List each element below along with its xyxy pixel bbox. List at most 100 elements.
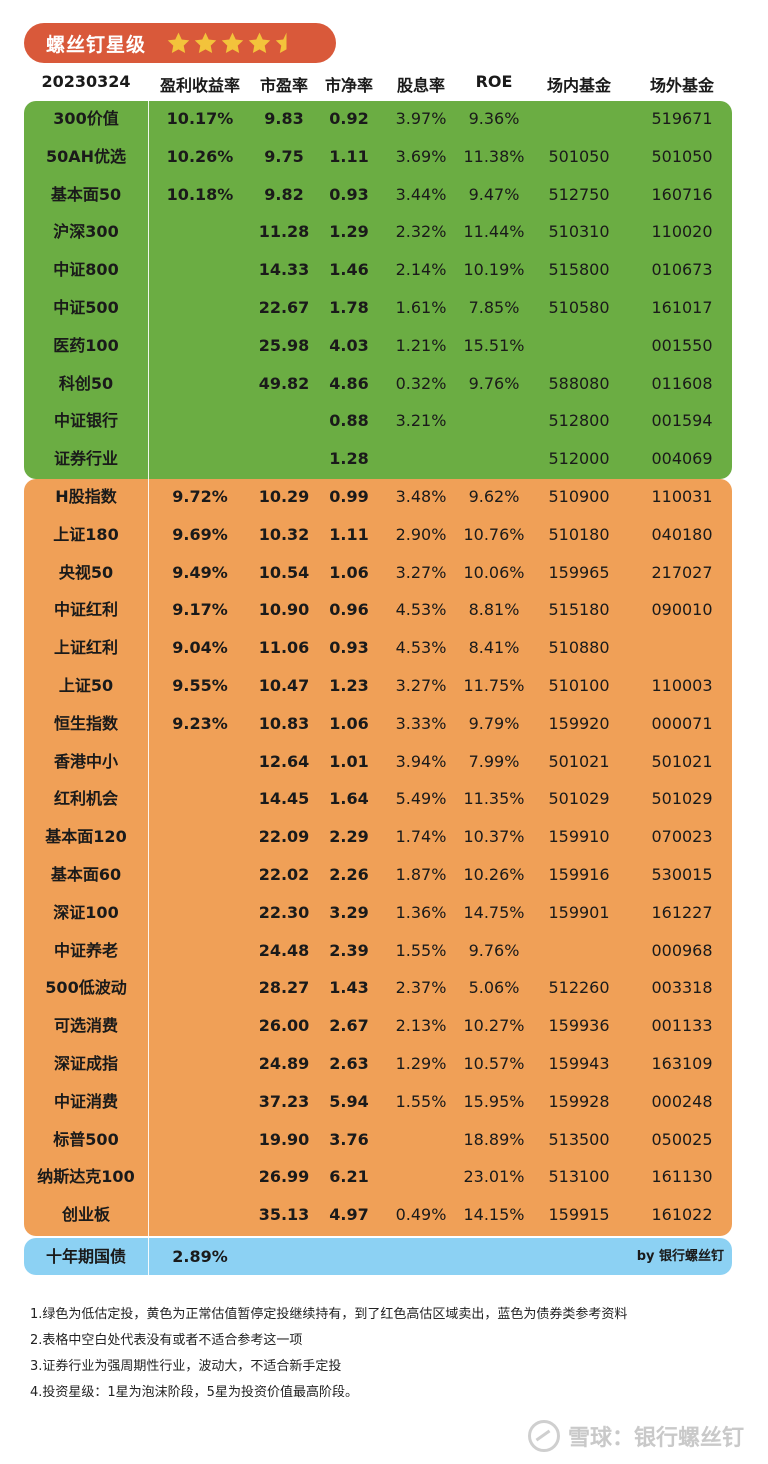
earnings-yield: [150, 1087, 250, 1117]
pe-value: 26.00: [258, 1016, 310, 1036]
offsite-fund-code: 530015: [651, 865, 713, 884]
onsite-fund-code: 512260: [548, 978, 610, 998]
table-row: 香港中小 12.64 1.01 3.94% 7.99% 501021 501021: [24, 747, 732, 777]
pb-value: 3.76: [329, 1129, 369, 1149]
roe-value: 23.01%: [463, 1167, 525, 1187]
offsite-fund-code: 110020: [651, 222, 713, 242]
snowball-logo-icon: [527, 1420, 560, 1452]
table-row: 证券行业 1.28 512000 004069: [24, 444, 732, 474]
notes: 1.绿色为低估定投，黄色为正常估值暂停定投继续持有，到了红色高估区域卖出，蓝色为…: [30, 1302, 750, 1406]
pb-value: 2.39: [329, 940, 369, 960]
dividend-yield: 1.36%: [395, 902, 447, 922]
offsite-fund-code: 050025: [651, 1129, 713, 1149]
dividend-yield: 3.27%: [395, 676, 447, 695]
onsite-fund-code: 159916: [548, 865, 610, 884]
offsite-fund-code: 001133: [651, 1016, 713, 1036]
dividend-yield: 0.49%: [395, 1205, 447, 1225]
pb-value: 2.63: [329, 1054, 369, 1073]
offsite-fund-code: 011608: [651, 373, 713, 393]
dividend-yield: 5.49%: [395, 789, 447, 809]
table-row: 500低波动 28.27 1.43 2.37% 5.06% 512260 003318: [24, 973, 732, 1003]
dividend-yield: 3.27%: [395, 562, 447, 582]
earnings-yield: [150, 936, 250, 966]
pb-value: 1.46: [329, 260, 369, 280]
pe-value: 26.99: [258, 1167, 310, 1187]
roe-value: 7.99%: [468, 751, 520, 771]
earnings-yield: [150, 217, 250, 247]
table-row: 沪深300 11.28 1.29 2.32% 11.44% 510310 110020: [24, 217, 732, 247]
note-4: 4.投资星级：1星为泡沫阶段，5星为投资价值最高阶段。: [30, 1385, 358, 1400]
star-icon: [275, 32, 287, 53]
table-row: 300价值 10.17% 9.83 0.92 3.97% 9.36% 519671: [24, 104, 732, 134]
index-name: 中证消费: [53, 1091, 118, 1111]
header-date: 20230324: [41, 72, 131, 91]
earnings-yield: [150, 444, 250, 474]
table-row: 50AH优选 10.26% 9.75 1.11 3.69% 11.38% 501050 501…: [24, 142, 732, 172]
index-name: 可选消费: [53, 1016, 118, 1036]
index-name: 央视50: [58, 562, 114, 582]
pe-value: 24.48: [258, 940, 310, 960]
index-name: 深证100: [53, 902, 119, 922]
dividend-yield: [384, 1125, 458, 1155]
pe-value: 9.75: [264, 146, 304, 166]
offsite-fund-code: 000071: [651, 713, 713, 733]
earnings-yield: [150, 1200, 250, 1230]
undervalued-section: [24, 101, 732, 479]
table-row: 中证500 22.67 1.78 1.61% 7.85% 510580 161017: [24, 293, 732, 323]
roe-value: 9.47%: [468, 184, 520, 204]
offsite-fund-code: 001594: [651, 411, 713, 431]
earnings-yield: 10.18%: [166, 184, 234, 204]
offsite-fund-code: 161130: [651, 1167, 713, 1187]
star-icon: [221, 32, 244, 53]
onsite-fund-code: 510900: [548, 487, 610, 506]
table-row: 红利机会 14.45 1.64 5.49% 11.35% 501029 501029: [24, 784, 732, 814]
header-earnings-yield: 盈利收益率: [159, 76, 240, 95]
roe-value: 10.37%: [463, 827, 525, 847]
pb-value: 1.01: [329, 751, 369, 771]
dividend-yield: 2.37%: [395, 978, 447, 998]
roe-value: 14.75%: [463, 902, 525, 922]
onsite-fund-code: 501050: [548, 146, 610, 166]
normal-valuation-section: [24, 479, 732, 1236]
pb-value: 0.88: [329, 411, 369, 431]
index-name: 上证50: [58, 676, 114, 695]
onsite-fund-code: 159936: [548, 1016, 610, 1036]
earnings-yield: [150, 1049, 250, 1079]
bond-yield: 2.89%: [172, 1247, 228, 1266]
roe-value: 15.51%: [463, 335, 525, 355]
onsite-fund-code: 510310: [548, 222, 610, 242]
earnings-yield: 9.55%: [172, 676, 228, 695]
pb-value: 0.93: [329, 184, 369, 204]
onsite-fund-code: 512750: [548, 184, 610, 204]
header-pe: 市盈率: [259, 76, 308, 95]
roe-value: 15.95%: [463, 1091, 525, 1111]
earnings-yield: [150, 784, 250, 814]
pe-value: 14.33: [258, 260, 310, 280]
pb-value: 4.86: [329, 373, 369, 393]
pb-value: 3.29: [329, 902, 369, 922]
dividend-yield: [384, 444, 458, 474]
onsite-fund-code: 515800: [548, 260, 610, 280]
roe-value: 9.36%: [468, 109, 520, 128]
dividend-yield: 3.33%: [395, 713, 447, 733]
index-name: 基本面50: [50, 184, 122, 204]
pb-value: 1.43: [329, 978, 369, 998]
index-name: 恒生指数: [53, 713, 118, 733]
earnings-yield: 10.26%: [166, 146, 234, 166]
offsite-fund-code: 090010: [651, 600, 713, 620]
note-1: 1.绿色为低估定投，黄色为正常估值暂停定投继续持有，到了红色高估区域卖出，蓝色为…: [30, 1307, 628, 1322]
earnings-yield: 9.69%: [172, 524, 228, 544]
pe-value: 10.29: [258, 487, 310, 506]
index-name: 50AH优选: [45, 146, 127, 166]
onsite-fund-code: 510580: [548, 298, 610, 317]
dividend-yield: 2.32%: [395, 222, 447, 242]
roe-value: 9.76%: [468, 940, 520, 960]
onsite-fund-code: 159915: [548, 1205, 610, 1225]
offsite-fund-code: 110003: [651, 676, 713, 695]
column-divider: [148, 1238, 149, 1275]
index-name: 香港中小: [53, 751, 118, 771]
table-row: H股指数 9.72% 10.29 0.99 3.48% 9.62% 510900 110031: [24, 482, 732, 512]
header-pb: 市净率: [324, 76, 373, 95]
offsite-fund-code: 161017: [651, 298, 713, 317]
roe-value: 7.85%: [468, 298, 520, 317]
